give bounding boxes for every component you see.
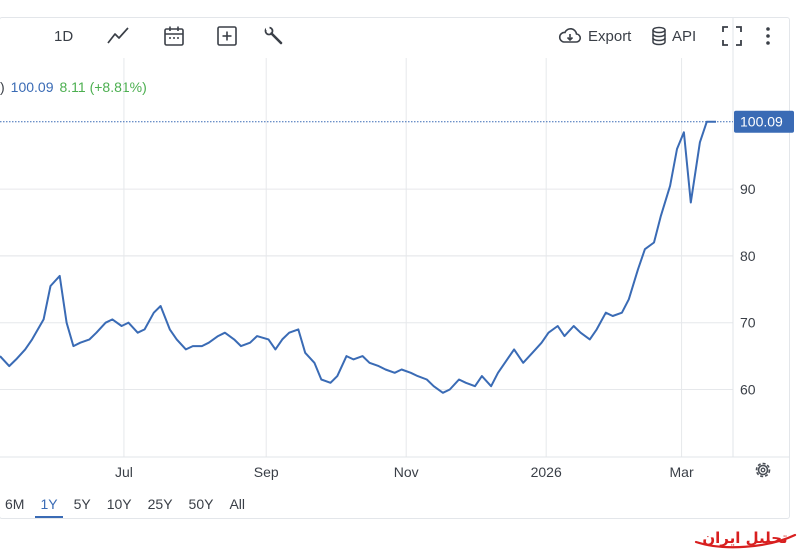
period-label: 1D <box>54 27 74 45</box>
legend-change: 8.11 (+8.81%) <box>59 79 147 95</box>
range-button-25y[interactable]: 25Y <box>147 496 173 512</box>
y-tick-label: 60 <box>740 382 756 398</box>
x-axis: Jul Sep Nov 2026 Mar <box>115 464 694 480</box>
period-button[interactable]: 1D <box>54 22 73 50</box>
export-label: Export <box>588 27 632 45</box>
watermark-text: تحلیل ایران <box>702 529 787 547</box>
x-tick-label: Nov <box>394 464 419 480</box>
wrench-icon <box>262 24 286 48</box>
x-tick-label: Sep <box>254 464 279 480</box>
range-button-5y[interactable]: 5Y <box>73 496 91 512</box>
range-button-all[interactable]: All <box>229 496 246 512</box>
last-value-badge <box>734 110 794 133</box>
line-chart-icon <box>106 24 130 48</box>
last-value-label: 100.09 <box>740 114 783 130</box>
more-menu-button[interactable] <box>760 22 776 50</box>
cloud-download-icon <box>558 26 582 46</box>
y-tick-label: 90 <box>740 181 756 197</box>
more-vertical-icon <box>760 25 776 47</box>
legend-prefix: ) <box>0 79 5 95</box>
date-range-button[interactable] <box>162 22 186 50</box>
range-button-1y[interactable]: 1Y <box>35 490 63 518</box>
y-axis: 60 70 80 90 100.09 <box>734 110 794 398</box>
chart-settings-button[interactable] <box>755 462 771 478</box>
chart-type-button[interactable] <box>106 22 130 50</box>
range-button-6m[interactable]: 6M <box>5 496 25 512</box>
chart-frame <box>0 17 790 519</box>
settings-tools-button[interactable] <box>262 22 286 50</box>
watermark-logo: تحلیل ایران <box>694 529 797 549</box>
api-label: API <box>672 27 697 45</box>
api-button[interactable]: API <box>651 22 696 50</box>
range-button-50y[interactable]: 50Y <box>188 496 214 512</box>
expand-icon <box>721 25 743 47</box>
gear-icon <box>755 462 771 478</box>
y-tick-label: 70 <box>740 315 756 331</box>
chart-grid <box>0 18 790 458</box>
legend-value: 100.09 <box>10 79 54 95</box>
y-tick-label: 80 <box>740 248 756 264</box>
plus-box-icon <box>215 24 239 48</box>
calendar-icon <box>162 24 186 48</box>
x-tick-label: Jul <box>115 464 133 480</box>
database-icon <box>651 26 667 46</box>
add-indicator-button[interactable] <box>215 22 239 50</box>
export-button[interactable]: Export <box>558 22 631 50</box>
range-button-10y[interactable]: 10Y <box>106 496 132 512</box>
x-tick-label: Mar <box>670 464 694 480</box>
chart-series <box>0 120 716 394</box>
series-legend: ) 100.09 8.11 (+8.81%) <box>0 79 147 95</box>
x-tick-label: 2026 <box>531 464 562 480</box>
price-series-line <box>0 120 716 394</box>
fullscreen-button[interactable] <box>721 22 743 50</box>
range-selector: 6M 1Y 5Y 10Y 25Y 50Y All <box>0 489 256 519</box>
